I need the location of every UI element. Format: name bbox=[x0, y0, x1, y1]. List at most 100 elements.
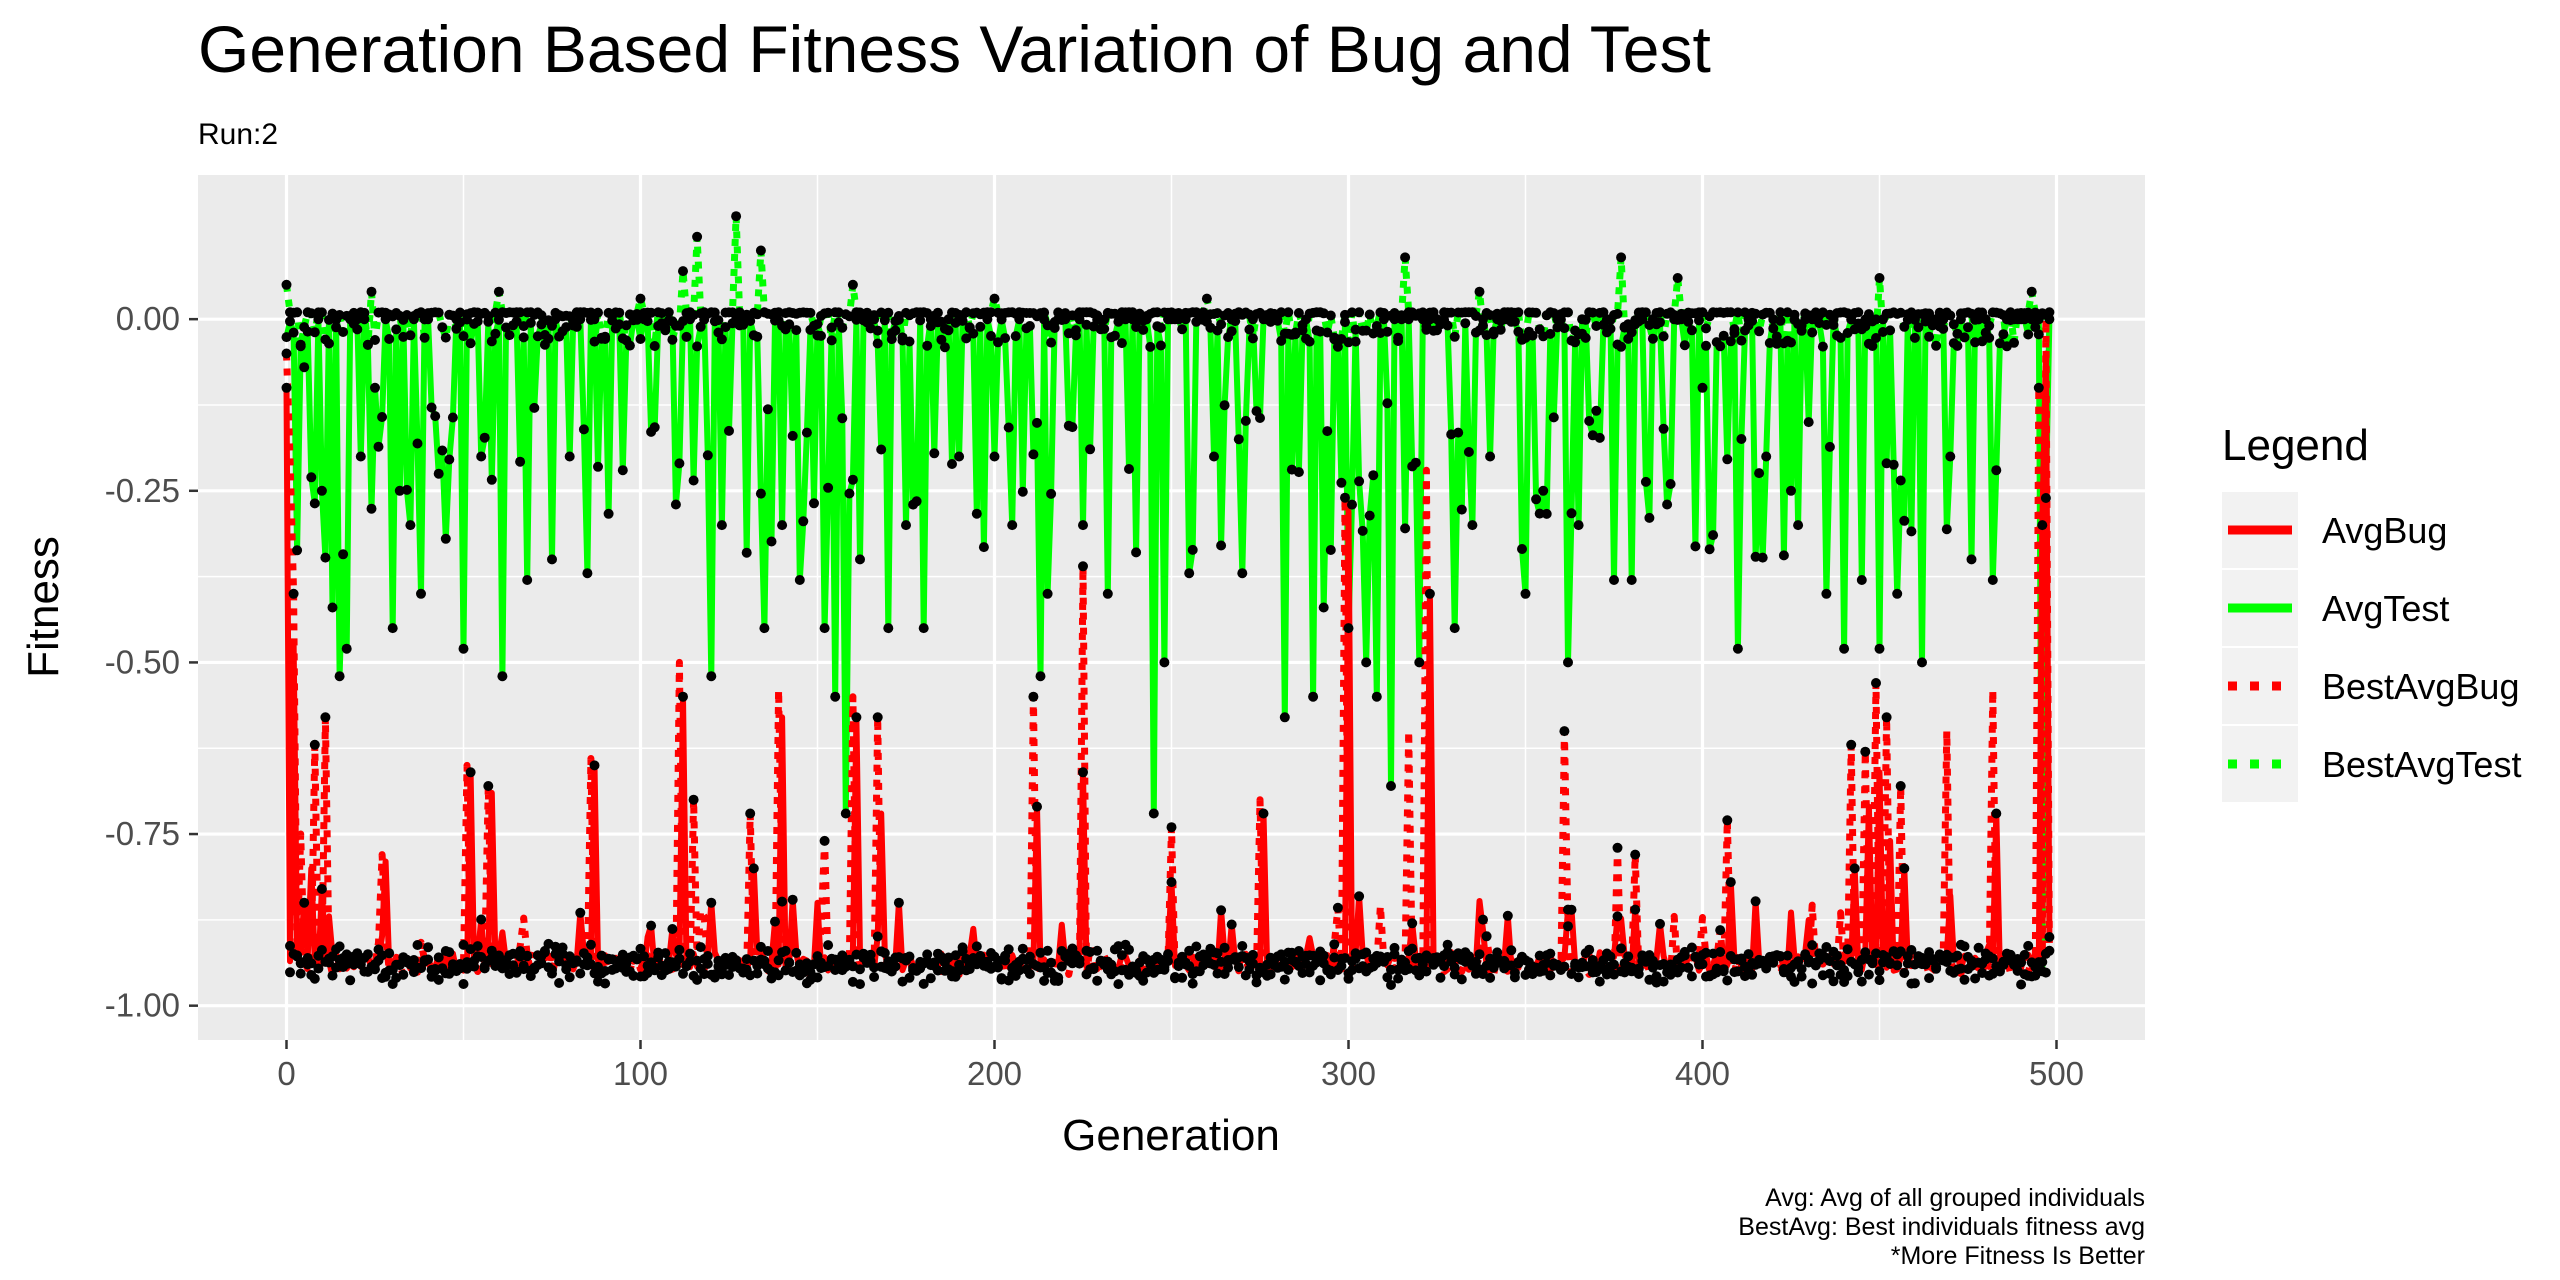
data-point bbox=[1793, 520, 1804, 531]
data-point bbox=[334, 671, 345, 682]
data-point bbox=[476, 451, 487, 462]
data-point bbox=[1336, 477, 1347, 488]
data-point bbox=[978, 542, 989, 553]
data-point bbox=[777, 520, 788, 531]
y-tick-label: -0.50 bbox=[105, 643, 180, 680]
legend-label-avgtest: AvgTest bbox=[2322, 588, 2449, 629]
data-point bbox=[281, 382, 292, 393]
data-point bbox=[600, 978, 611, 989]
caption: Avg: Avg of all grouped individuals Best… bbox=[1738, 1184, 2145, 1270]
data-point bbox=[1283, 307, 1294, 318]
data-point bbox=[1853, 307, 1864, 318]
data-point bbox=[1927, 320, 1938, 331]
data-point bbox=[660, 322, 671, 333]
data-point bbox=[1517, 544, 1527, 554]
data-point bbox=[306, 958, 317, 969]
data-point bbox=[681, 331, 692, 342]
data-point bbox=[1325, 310, 1336, 321]
data-point bbox=[1771, 338, 1782, 349]
data-point bbox=[738, 967, 749, 978]
data-point bbox=[1959, 974, 1970, 985]
data-point bbox=[1180, 959, 1191, 970]
data-point bbox=[582, 568, 593, 579]
data-point bbox=[1024, 321, 1035, 331]
data-point bbox=[1853, 962, 1864, 973]
data-point bbox=[1226, 326, 1237, 337]
data-point bbox=[957, 942, 968, 953]
data-point bbox=[1478, 914, 1488, 925]
data-point bbox=[1771, 331, 1782, 342]
data-point bbox=[1871, 333, 1881, 343]
data-point bbox=[1970, 973, 1981, 984]
data-point bbox=[295, 968, 306, 979]
data-point bbox=[624, 340, 635, 351]
data-point bbox=[455, 963, 465, 974]
caption-line-2: BestAvg: Best individuals fitness avg bbox=[1738, 1213, 2145, 1241]
data-point bbox=[408, 955, 419, 965]
data-point bbox=[1655, 317, 1665, 328]
data-point bbox=[1024, 969, 1035, 979]
data-point bbox=[1998, 329, 2009, 340]
data-point bbox=[1647, 333, 1658, 344]
data-point bbox=[954, 965, 965, 976]
data-point bbox=[1835, 332, 1846, 343]
data-point bbox=[1315, 975, 1326, 986]
data-point bbox=[1017, 486, 1028, 497]
data-point bbox=[1991, 465, 2002, 476]
data-point bbox=[1786, 337, 1796, 348]
data-point bbox=[748, 863, 759, 874]
data-point bbox=[1970, 337, 1981, 348]
data-point bbox=[982, 961, 993, 972]
data-point bbox=[759, 955, 770, 966]
data-point bbox=[2037, 966, 2048, 977]
data-point bbox=[1474, 949, 1485, 960]
data-point bbox=[1686, 971, 1697, 982]
data-point bbox=[1453, 427, 1464, 438]
data-point bbox=[989, 951, 1000, 962]
x-axis-ticks: 0 100 200 300 400 500 bbox=[277, 1040, 2084, 1092]
data-point bbox=[1513, 326, 1524, 337]
data-point bbox=[855, 554, 865, 565]
data-point bbox=[1945, 451, 1956, 462]
data-point bbox=[1007, 520, 1018, 531]
data-point bbox=[479, 961, 490, 972]
data-point bbox=[1233, 962, 1244, 973]
data-point bbox=[497, 671, 508, 682]
data-point bbox=[603, 953, 614, 964]
data-point bbox=[1630, 319, 1641, 330]
data-point bbox=[1449, 969, 1460, 980]
data-point bbox=[1386, 964, 1396, 975]
data-point bbox=[281, 279, 292, 290]
data-point bbox=[872, 712, 883, 723]
data-point bbox=[1658, 423, 1669, 434]
data-point bbox=[816, 957, 826, 968]
data-point bbox=[1616, 943, 1627, 954]
data-point bbox=[486, 945, 497, 956]
data-point bbox=[1563, 307, 1573, 318]
data-point bbox=[954, 451, 965, 462]
data-point bbox=[299, 322, 310, 333]
data-point bbox=[334, 941, 345, 952]
data-point bbox=[1244, 309, 1255, 320]
data-point bbox=[1616, 252, 1627, 263]
legend-label-bestavgbug: BestAvgBug bbox=[2322, 666, 2519, 707]
data-point bbox=[426, 971, 437, 982]
data-point bbox=[1846, 739, 1857, 750]
data-point bbox=[1860, 321, 1871, 332]
data-point bbox=[1435, 972, 1446, 983]
data-point bbox=[670, 961, 681, 972]
data-point bbox=[430, 964, 441, 974]
data-point bbox=[993, 962, 1003, 973]
data-point bbox=[1400, 252, 1411, 263]
data-point bbox=[440, 533, 451, 544]
data-point bbox=[762, 946, 773, 956]
data-point bbox=[1368, 470, 1379, 481]
data-point bbox=[759, 623, 770, 634]
data-point bbox=[1371, 321, 1382, 331]
data-point bbox=[1141, 967, 1152, 978]
data-point bbox=[299, 362, 310, 373]
data-point bbox=[1470, 311, 1481, 321]
data-point bbox=[819, 835, 830, 846]
data-point bbox=[575, 907, 586, 918]
data-point bbox=[1078, 767, 1088, 778]
